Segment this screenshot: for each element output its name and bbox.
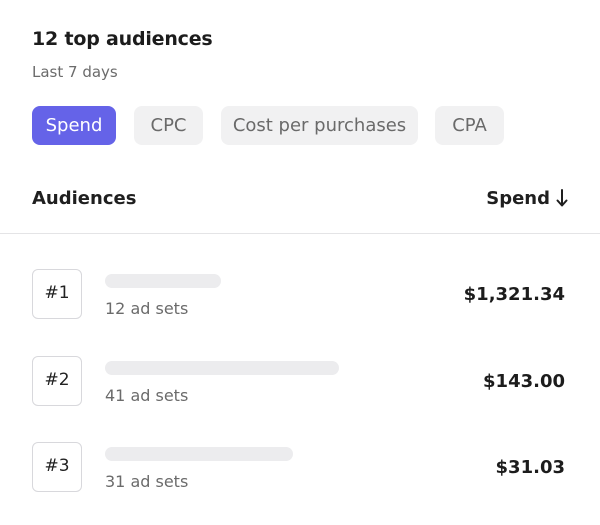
arrow-down-icon	[556, 189, 568, 207]
ad-sets-count: 31 ad sets	[105, 472, 189, 491]
spend-amount: $31.03	[495, 457, 565, 478]
ad-sets-count: 12 ad sets	[105, 299, 189, 318]
tab-cpc[interactable]: CPC	[134, 106, 203, 145]
card-title: 12 top audiences	[32, 28, 213, 50]
table-row[interactable]: #2 41 ad sets $143.00	[0, 356, 600, 416]
table-row[interactable]: #3 31 ad sets $31.03	[0, 442, 600, 502]
tab-cpa[interactable]: CPA	[435, 106, 504, 145]
audience-name-placeholder	[105, 361, 339, 375]
ad-sets-count: 41 ad sets	[105, 386, 189, 405]
table-row[interactable]: #1 12 ad sets $1,321.34	[0, 269, 600, 329]
header-divider	[0, 233, 600, 234]
audiences-column-header: Audiences	[32, 188, 137, 209]
spend-amount: $143.00	[483, 371, 565, 392]
spend-amount: $1,321.34	[463, 284, 565, 305]
spend-column-label: Spend	[486, 188, 550, 209]
rank-badge: #1	[32, 269, 82, 319]
date-range-label: Last 7 days	[32, 63, 118, 81]
tab-spend[interactable]: Spend	[32, 106, 116, 145]
tab-cost-per-purchases[interactable]: Cost per purchases	[221, 106, 418, 145]
spend-column-header[interactable]: Spend	[486, 188, 568, 209]
audience-name-placeholder	[105, 274, 221, 288]
audience-name-placeholder	[105, 447, 293, 461]
rank-badge: #3	[32, 442, 82, 492]
rank-badge: #2	[32, 356, 82, 406]
